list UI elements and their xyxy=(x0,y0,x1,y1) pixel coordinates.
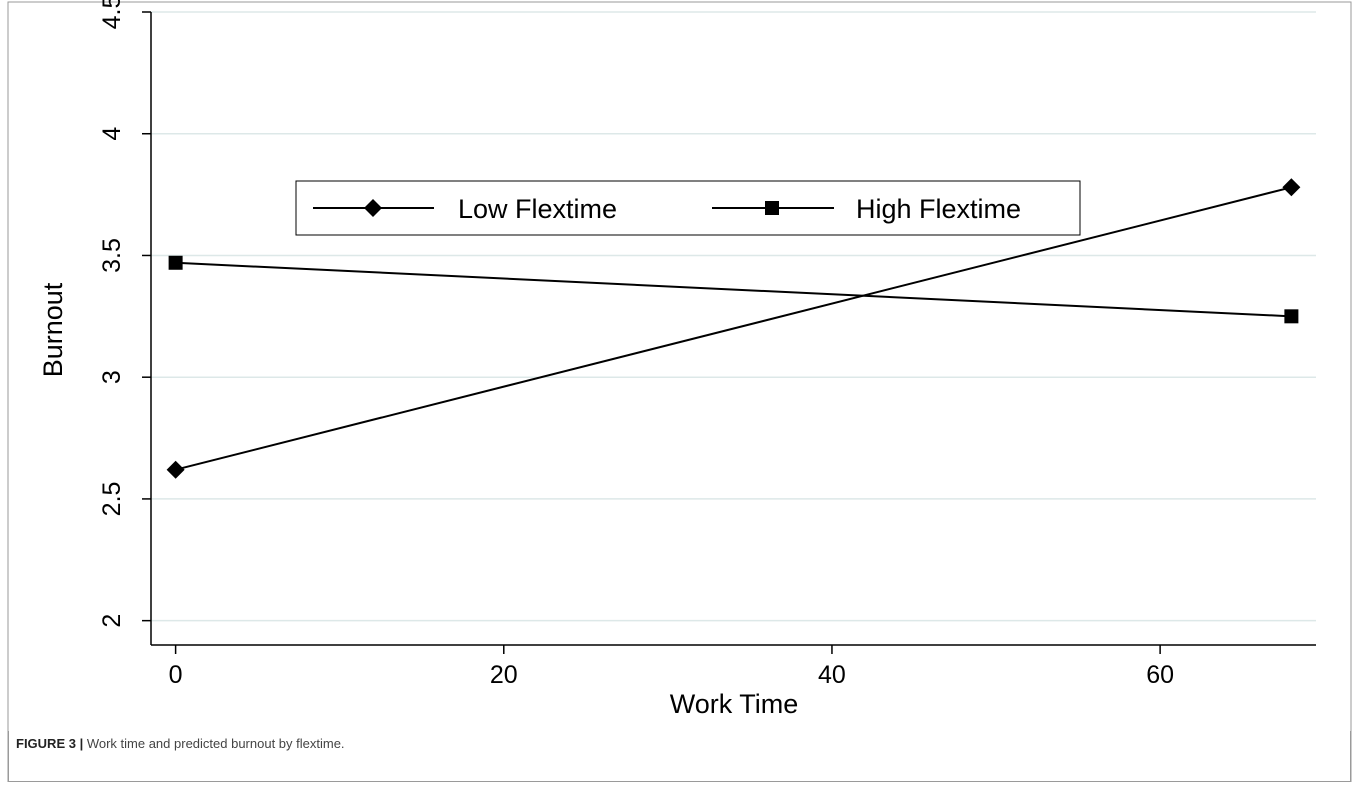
x-tick-label: 40 xyxy=(818,661,846,689)
square-marker xyxy=(1284,309,1298,323)
x-axis-title: Work Time xyxy=(670,689,799,719)
y-tick-label: 2.5 xyxy=(98,482,126,517)
diamond-marker xyxy=(167,461,185,479)
legend-square-marker xyxy=(765,201,779,215)
y-tick-label: 3 xyxy=(98,370,126,384)
y-tick-label: 4 xyxy=(98,127,126,141)
legend-label: Low Flextime xyxy=(458,194,617,224)
caption-label: FIGURE 3 | xyxy=(16,736,83,751)
x-tick-label: 60 xyxy=(1146,661,1174,689)
y-tick-label: 3.5 xyxy=(98,238,126,273)
figure-caption: FIGURE 3 | Work time and predicted burno… xyxy=(16,736,345,751)
series-line-high-flextime xyxy=(176,263,1292,317)
caption-text: Work time and predicted burnout by flext… xyxy=(87,736,345,751)
diamond-marker xyxy=(1282,178,1300,196)
y-tick-label: 2 xyxy=(98,614,126,628)
x-tick-label: 0 xyxy=(169,661,183,689)
x-tick-label: 20 xyxy=(490,661,518,689)
y-tick-label: 4.5 xyxy=(98,0,126,29)
y-axis-title: Burnout xyxy=(38,282,68,377)
legend-label: High Flextime xyxy=(856,194,1021,224)
square-marker xyxy=(169,256,183,270)
